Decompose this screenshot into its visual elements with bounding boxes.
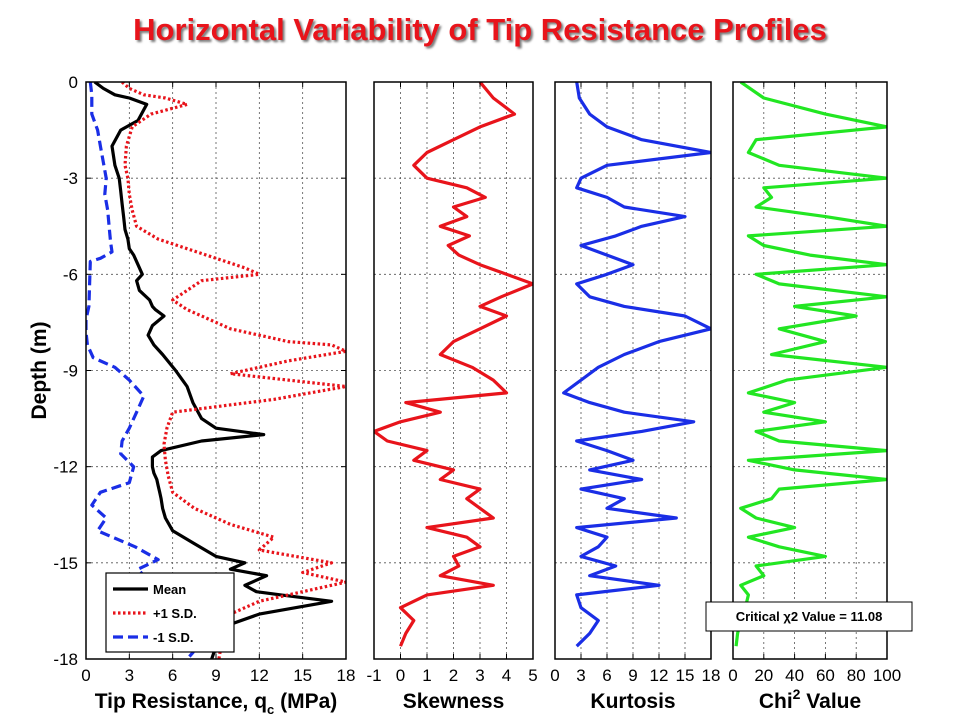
x-tick-label: 1	[422, 666, 431, 685]
x-tick-label: 100	[873, 666, 901, 685]
x-tick-label: 3	[576, 666, 585, 685]
annotation-text: Critical χ2 Value = 11.08	[736, 609, 883, 624]
x-axis-label-main: Chi	[759, 690, 793, 713]
panel-tip-resistance: 0 3 6 9 12 15 18 0 -3 -6 -9 -12 -15 -18 Depth (m) Tip R…	[28, 73, 355, 717]
x-tick-label: 6	[602, 666, 611, 685]
x-tick-label: 2	[449, 666, 458, 685]
x-tick-label: 0	[396, 666, 405, 685]
x-tick-label: 6	[168, 666, 177, 685]
panel-skewness: -1 0 1 2 3 4 5 Skewness	[366, 81, 538, 713]
y-tick-label: -6	[63, 265, 78, 284]
legend-entry: -1 S.D.	[153, 630, 193, 645]
panel-chi2: 0 20 40 60 80 100 Chi2 Value Critical χ2 Value …	[705, 81, 913, 713]
y-tick-label: -12	[53, 458, 78, 477]
series-line-chi2	[734, 82, 887, 647]
panel-kurtosis: 0 3 6 9 12 15 18 Kurtosis	[550, 81, 721, 713]
x-tick-label: 12	[250, 666, 269, 685]
x-tick-label: 18	[337, 666, 356, 685]
y-axis-label: Depth (m)	[28, 322, 51, 420]
series-line--1-s-d-	[86, 82, 218, 659]
x-axis-label-superscript: 2	[793, 686, 801, 702]
legend: Mean +1 S.D. -1 S.D.	[105, 572, 235, 653]
x-axis-label-main: Tip Resistance, q	[95, 690, 267, 713]
y-tick-label: 0	[69, 73, 78, 92]
x-axis-label-subscript: c	[267, 702, 274, 717]
x-axis-label: Tip Resistance, qc (MPa)	[95, 690, 338, 717]
series-line-kurtosis	[562, 82, 711, 648]
legend-entry: Mean	[153, 582, 186, 597]
x-tick-label: 9	[211, 666, 220, 685]
legend-entry: +1 S.D.	[153, 606, 197, 621]
x-axis-label-tail: Value	[800, 690, 861, 713]
x-axis-label-main: Skewness	[403, 690, 505, 713]
x-axis-label: Kurtosis	[590, 690, 675, 713]
x-tick-label: 80	[847, 666, 866, 685]
x-tick-label: 3	[475, 666, 484, 685]
legend-box	[105, 572, 235, 653]
critical-value-annotation: Critical χ2 Value = 11.08	[705, 601, 913, 632]
x-axis-label: Chi2 Value	[759, 686, 861, 713]
x-tick-label: 0	[81, 666, 90, 685]
x-axis-label-main: Kurtosis	[590, 690, 675, 713]
chart-title: Horizontal Variability of Tip Resistance…	[133, 12, 827, 47]
y-tick-label: -15	[53, 554, 78, 573]
x-tick-label: 0	[728, 666, 737, 685]
x-tick-label: 15	[293, 666, 312, 685]
x-tick-label: 15	[676, 666, 695, 685]
y-tick-label: -3	[63, 169, 78, 188]
plot-frame	[732, 81, 888, 660]
y-tick-label: -9	[63, 362, 78, 381]
x-tick-label: 40	[785, 666, 804, 685]
series-line--1-s-d-	[121, 82, 346, 659]
series-line-mean	[93, 82, 334, 659]
annotation-box	[705, 601, 913, 632]
x-axis-label-tail: (MPa)	[274, 690, 337, 713]
x-tick-label: 18	[702, 666, 721, 685]
x-tick-label: 3	[125, 666, 134, 685]
series-line-skewness	[374, 82, 533, 647]
x-tick-label: 20	[754, 666, 773, 685]
x-tick-label: 60	[816, 666, 835, 685]
x-tick-label: 12	[650, 666, 669, 685]
x-tick-label: 0	[550, 666, 559, 685]
x-tick-label: -1	[366, 666, 381, 685]
x-tick-label: 9	[628, 666, 637, 685]
x-axis-label: Skewness	[403, 690, 505, 713]
x-tick-label: 4	[502, 666, 511, 685]
y-tick-label: -18	[53, 650, 78, 669]
x-tick-label: 5	[528, 666, 537, 685]
